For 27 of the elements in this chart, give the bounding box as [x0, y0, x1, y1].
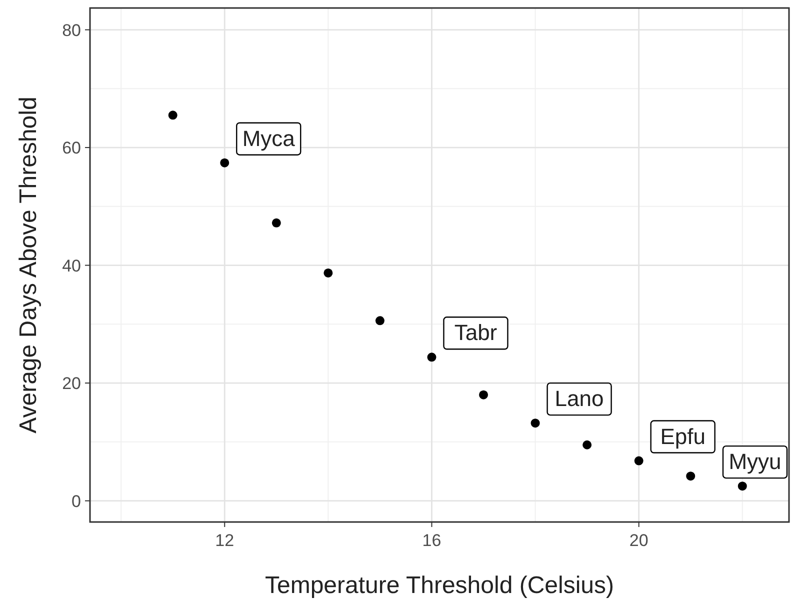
point	[220, 158, 230, 168]
annotation: Lano	[554, 386, 604, 412]
y-tick-label: 20	[62, 374, 81, 394]
point	[686, 472, 696, 481]
point	[168, 110, 178, 120]
y-tick-label: 80	[62, 20, 81, 40]
x-tick-label: 16	[422, 531, 442, 550]
annotation: Epfu	[660, 424, 706, 449]
point	[272, 218, 281, 228]
annotation: Myyu	[728, 449, 782, 474]
annotation: Myca	[242, 126, 296, 151]
point	[530, 418, 540, 428]
y-axis-title: Average Days Above Threshold	[15, 96, 42, 434]
point	[375, 316, 384, 326]
point	[738, 482, 747, 491]
point	[582, 440, 592, 450]
x-axis-title: Temperature Threshold (Celsius)	[264, 572, 614, 599]
y-tick-label: 60	[62, 138, 81, 158]
x-tick-label: 20	[629, 531, 648, 550]
point	[634, 456, 644, 466]
point	[427, 352, 436, 362]
y-tick-label: 0	[72, 492, 81, 511]
annotation: Tabr	[454, 320, 498, 346]
x-tick-label: 12	[215, 531, 234, 550]
point	[479, 390, 488, 400]
y-tick-label: 40	[62, 256, 81, 276]
point	[324, 268, 333, 278]
